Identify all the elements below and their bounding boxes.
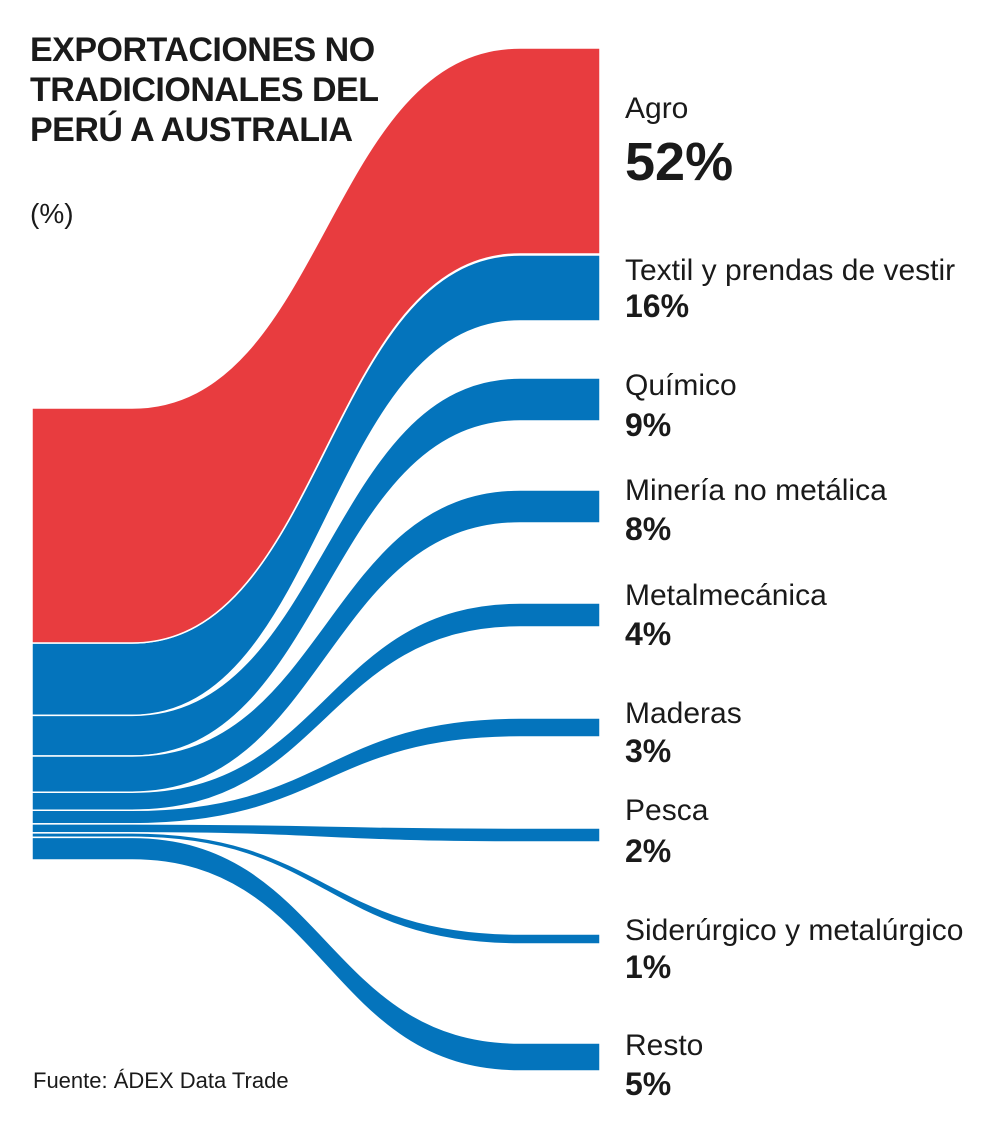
category-value-7: 1% bbox=[625, 949, 671, 985]
flow-band-8 bbox=[31, 836, 601, 1072]
category-value-4: 4% bbox=[625, 616, 671, 652]
category-label-1: Textil y prendas de vestir bbox=[625, 254, 955, 287]
chart-unit: (%) bbox=[30, 198, 74, 229]
chart-title: EXPORTACIONES NO TRADICIONALES DEL PERÚ … bbox=[30, 31, 378, 149]
category-value-5: 3% bbox=[625, 733, 671, 769]
category-label-4: Metalmecánica bbox=[625, 579, 827, 612]
flow-band-0 bbox=[31, 47, 601, 644]
source-note: Fuente: ÁDEX Data Trade bbox=[33, 1068, 289, 1093]
category-value-2: 9% bbox=[625, 407, 671, 443]
category-label-2: Químico bbox=[625, 369, 737, 402]
flow-band-2 bbox=[31, 377, 601, 757]
flow-band-6 bbox=[31, 823, 601, 843]
category-value-8: 5% bbox=[625, 1066, 671, 1102]
category-label-0: Agro bbox=[625, 92, 688, 125]
category-value-3: 8% bbox=[625, 511, 671, 547]
flow-band-3 bbox=[31, 489, 601, 793]
flow-band-7 bbox=[31, 832, 601, 945]
category-value-0: 52% bbox=[625, 132, 733, 192]
category-label-6: Pesca bbox=[625, 794, 709, 827]
category-label-3: Minería no metálica bbox=[625, 474, 887, 507]
category-value-6: 2% bbox=[625, 833, 671, 869]
flow-band-5 bbox=[31, 717, 601, 825]
flow-band-4 bbox=[31, 602, 601, 812]
category-label-5: Maderas bbox=[625, 697, 742, 730]
category-label-8: Resto bbox=[625, 1029, 703, 1062]
category-label-7: Siderúrgico y metalúrgico bbox=[625, 914, 963, 947]
category-value-1: 16% bbox=[625, 288, 689, 324]
